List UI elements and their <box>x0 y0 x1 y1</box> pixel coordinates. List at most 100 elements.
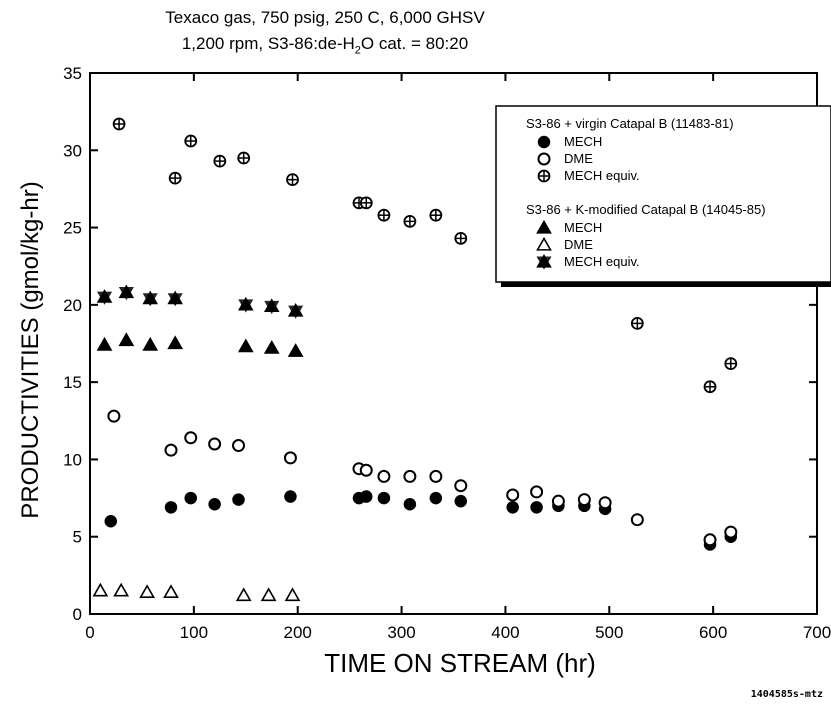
data-point <box>168 171 182 185</box>
x-tick-label: 400 <box>491 623 519 642</box>
y-tick-label: 25 <box>63 219 82 238</box>
x-tick-label: 300 <box>387 623 415 642</box>
data-point <box>359 196 373 210</box>
data-point <box>263 298 280 315</box>
data-point <box>287 343 304 357</box>
data-point <box>113 582 130 597</box>
legend-box <box>495 105 831 283</box>
series-3 <box>96 332 304 357</box>
data-point <box>577 493 591 507</box>
data-point <box>377 208 391 222</box>
subtitle-prefix: 1,200 rpm, S3-86:de-H <box>181 34 355 53</box>
star-triangle-down <box>118 287 134 301</box>
data-point <box>454 231 468 245</box>
data-point <box>237 151 251 165</box>
data-point <box>429 469 443 483</box>
y-tick-label: 0 <box>73 605 82 624</box>
data-point <box>630 513 644 527</box>
star-triangle-down <box>536 256 552 270</box>
data-point <box>284 587 301 602</box>
data-point <box>118 332 135 347</box>
data-point <box>724 525 738 539</box>
y-tick-label: 15 <box>63 373 82 392</box>
data-point <box>139 584 155 599</box>
star-triangle-down <box>264 300 280 315</box>
data-point <box>213 154 227 168</box>
data-marks <box>92 117 738 602</box>
data-point <box>506 488 520 502</box>
subtitle-subscript: 2 <box>354 44 361 57</box>
data-point <box>167 290 183 307</box>
x-tick-label: 200 <box>284 623 312 642</box>
star-triangle-down <box>97 291 113 305</box>
data-point <box>92 582 109 597</box>
data-point <box>235 587 252 602</box>
data-point <box>287 303 304 319</box>
y-tick-label: 5 <box>73 528 82 547</box>
data-point <box>360 490 373 503</box>
data-point <box>184 431 198 445</box>
data-point <box>112 117 126 131</box>
data-point <box>237 338 254 353</box>
data-point <box>232 493 245 506</box>
data-point <box>703 533 717 547</box>
y-tick-label: 10 <box>63 450 82 469</box>
data-point <box>283 451 297 465</box>
legend-marker <box>537 135 551 149</box>
legend-entry: DME <box>564 237 593 252</box>
series-2 <box>112 117 738 394</box>
x-tick-label: 500 <box>595 623 623 642</box>
data-point <box>164 501 178 514</box>
data-point <box>163 584 179 599</box>
legend-entry: MECH equiv. <box>564 254 640 269</box>
data-point <box>208 437 222 451</box>
data-point <box>232 439 246 453</box>
legend-entry: MECH equiv. <box>564 168 640 183</box>
legend-entry: MECH <box>564 220 602 235</box>
data-point <box>104 515 118 528</box>
chart-title: Texaco gas, 750 psig, 250 C, 6,000 GHSV <box>165 8 485 27</box>
data-point <box>142 336 159 351</box>
x-tick-label: 0 <box>85 623 94 642</box>
subtitle-suffix: O cat. = 80:20 <box>360 34 469 53</box>
chart-subtitle: 1,200 rpm, S3-86:de-H2O cat. = 80:20 <box>25 34 625 56</box>
legend-marker <box>536 253 552 270</box>
legend-entry: DME <box>564 151 593 166</box>
legend-marker <box>537 169 551 183</box>
series-5 <box>96 284 304 319</box>
data-point <box>96 336 113 351</box>
data-point <box>208 498 221 511</box>
data-point <box>454 494 468 508</box>
series-4 <box>92 582 301 602</box>
x-axis-label: TIME ON STREAM (hr) <box>324 648 596 678</box>
data-point <box>630 317 644 330</box>
data-point <box>598 496 612 510</box>
data-point <box>142 290 159 307</box>
series-1 <box>107 409 738 547</box>
data-point <box>429 491 443 505</box>
data-point <box>403 469 417 483</box>
data-point <box>164 443 178 457</box>
data-point <box>260 587 277 602</box>
plot-axes: 0 100 200 300 400 500 600 700 0 5 10 15 20 25 30 35 <box>63 64 831 642</box>
legend: S3-86 + virgin Catapal B (11483-81) MECH D… <box>495 105 831 287</box>
data-point <box>263 340 280 354</box>
x-tick-label: 700 <box>803 623 831 642</box>
x-tick-label: 100 <box>180 623 208 642</box>
legend-entry: MECH <box>564 134 602 149</box>
data-point <box>551 494 565 508</box>
data-point <box>184 491 197 505</box>
y-tick-label: 35 <box>63 64 82 83</box>
data-point <box>286 173 299 187</box>
legend-group-1: S3-86 + virgin Catapal B (11483-81) <box>526 116 734 131</box>
data-point <box>96 289 113 305</box>
y-tick-label: 20 <box>63 296 82 315</box>
legend-marker <box>537 152 551 166</box>
data-point <box>237 296 254 313</box>
y-axis-label: PRODUCTIVITIES (gmol/kg-hr) <box>17 181 44 518</box>
y-tick-label: 30 <box>63 141 82 160</box>
data-point <box>403 498 417 511</box>
x-tick-label: 600 <box>699 623 727 642</box>
figure-id: 1404585s-mtz <box>750 689 823 700</box>
